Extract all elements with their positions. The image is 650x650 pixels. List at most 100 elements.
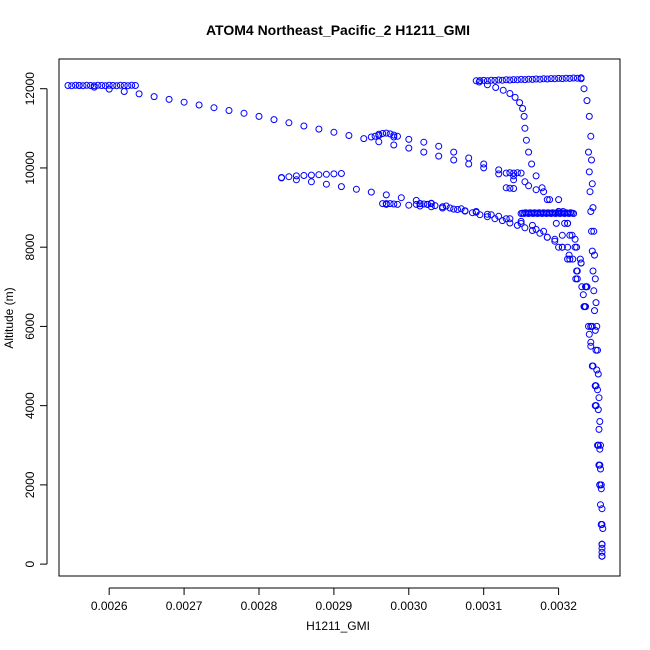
data-point — [225, 107, 233, 114]
data-point — [476, 77, 484, 85]
data-point — [180, 98, 188, 106]
data-point — [487, 76, 495, 84]
data-point — [386, 130, 394, 138]
x-axis: 0.0026 0.0027 0.0028 0.0029 0.0030 0.0031 0.00… — [91, 587, 577, 613]
data-point — [468, 209, 476, 217]
data-point — [498, 217, 506, 225]
data-point — [379, 130, 387, 137]
data-point — [382, 191, 390, 199]
x-tick-label: 0.0031 — [465, 599, 502, 613]
data-point — [495, 76, 503, 84]
x-tick-label: 0.0027 — [166, 599, 203, 613]
data-point — [525, 75, 533, 83]
data-point — [454, 206, 461, 213]
data-point — [495, 212, 503, 220]
data-point — [420, 148, 428, 156]
data-point — [105, 81, 113, 89]
data-point — [528, 227, 536, 234]
data-point — [98, 82, 106, 89]
data-point — [510, 76, 518, 84]
data-point — [519, 105, 527, 112]
data-point — [371, 132, 379, 140]
data-point — [587, 342, 595, 350]
data-point — [278, 174, 285, 181]
data-point — [510, 185, 518, 192]
data-point — [405, 135, 413, 143]
data-point — [597, 481, 605, 489]
data-point — [427, 200, 435, 208]
data-point — [412, 200, 420, 208]
data-point — [536, 229, 544, 237]
data-point — [487, 211, 495, 219]
data-point — [585, 148, 592, 156]
data-point — [495, 170, 503, 178]
data-point — [573, 74, 581, 82]
data-point — [592, 299, 600, 307]
data-point — [572, 275, 580, 283]
data-point — [521, 178, 529, 186]
data-point — [564, 243, 572, 251]
data-point — [337, 170, 345, 177]
data-point — [588, 180, 596, 188]
data-point — [532, 75, 540, 83]
data-point — [591, 326, 599, 334]
data-point — [135, 90, 143, 98]
data-point — [457, 205, 465, 213]
data-point — [87, 82, 94, 89]
data-point — [465, 160, 473, 168]
data-point — [564, 219, 572, 227]
x-axis-label: H1211_GMI — [306, 619, 370, 633]
data-point — [552, 219, 560, 227]
data-point — [68, 82, 76, 90]
data-point — [330, 170, 338, 178]
data-point — [561, 219, 569, 227]
data-point — [270, 116, 278, 124]
data-point — [424, 200, 431, 208]
data-point — [598, 552, 606, 560]
data-point — [520, 112, 528, 120]
data-point — [590, 287, 598, 295]
data-point — [255, 112, 263, 120]
data-point — [431, 202, 439, 210]
data-point — [483, 81, 491, 89]
data-point — [367, 188, 375, 196]
data-point — [588, 247, 596, 255]
data-point — [558, 231, 566, 239]
data-point — [591, 251, 598, 259]
data-point — [94, 81, 102, 89]
data-point — [517, 75, 525, 83]
data-point — [502, 184, 510, 192]
data-point — [79, 82, 87, 90]
data-point — [480, 164, 488, 172]
data-point — [292, 172, 300, 180]
data-point — [536, 75, 544, 83]
data-point — [416, 202, 424, 210]
data-point — [588, 156, 595, 164]
data-point — [538, 184, 546, 192]
data-point — [566, 231, 574, 239]
data-point — [315, 125, 323, 133]
data-point — [394, 200, 401, 208]
y-tick-label: 8000 — [23, 234, 37, 261]
y-tick-label: 4000 — [23, 392, 37, 419]
x-tick-label: 0.0026 — [91, 599, 128, 613]
data-point — [506, 215, 514, 223]
data-point — [587, 132, 595, 140]
data-point — [528, 160, 536, 168]
data-point — [483, 77, 491, 85]
data-point — [480, 76, 488, 84]
data-point — [598, 544, 606, 552]
data-point — [569, 255, 577, 263]
data-point — [116, 81, 124, 89]
data-point — [551, 235, 559, 243]
data-point — [591, 307, 598, 315]
data-point — [579, 291, 587, 299]
data-point — [390, 200, 398, 208]
data-point — [595, 461, 603, 469]
data-point — [595, 394, 603, 402]
data-point — [506, 184, 514, 192]
data-point — [589, 204, 597, 212]
data-point — [589, 362, 597, 370]
data-point — [593, 322, 601, 330]
